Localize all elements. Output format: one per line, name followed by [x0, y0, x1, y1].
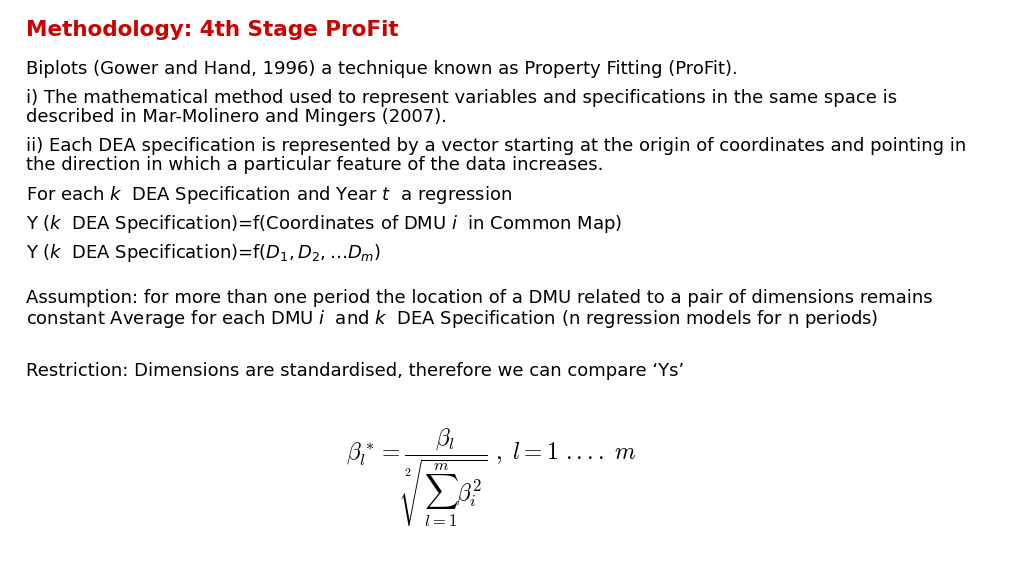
- Text: Biplots (Gower and Hand, 1996) a technique known as Property Fitting (ProFit).: Biplots (Gower and Hand, 1996) a techniq…: [26, 60, 737, 78]
- Text: constant Average for each DMU $i$  and $k$  DEA Specification (n regression mode: constant Average for each DMU $i$ and $k…: [26, 308, 878, 330]
- Text: described in Mar-Molinero and Mingers (2007).: described in Mar-Molinero and Mingers (2…: [26, 108, 446, 126]
- Text: Y ($k$  DEA Specification)=f($D_1, D_2, \ldots D_m$): Y ($k$ DEA Specification)=f($D_1, D_2, \…: [26, 242, 381, 264]
- Text: Assumption: for more than one period the location of a DMU related to a pair of : Assumption: for more than one period the…: [26, 289, 932, 307]
- Text: For each $k$  DEA Specification and Year $t$  a regression: For each $k$ DEA Specification and Year …: [26, 184, 512, 206]
- Text: ii) Each DEA specification is represented by a vector starting at the origin of : ii) Each DEA specification is represente…: [26, 137, 966, 155]
- Text: Restriction: Dimensions are standardised, therefore we can compare ‘Ys’: Restriction: Dimensions are standardised…: [26, 362, 684, 380]
- Text: Methodology: 4th Stage ProFit: Methodology: 4th Stage ProFit: [26, 20, 398, 40]
- Text: Y ($k$  DEA Specification)=f(Coordinates of DMU $i$  in Common Map): Y ($k$ DEA Specification)=f(Coordinates …: [26, 213, 622, 235]
- Text: $\beta_l^* = \dfrac{\beta_l}{\sqrt[2]{\sum_{l=1}^{m} \beta_i^2}}\ ,\ l = 1\ ....: $\beta_l^* = \dfrac{\beta_l}{\sqrt[2]{\s…: [346, 426, 637, 529]
- Text: i) The mathematical method used to represent variables and specifications in the: i) The mathematical method used to repre…: [26, 89, 897, 107]
- Text: the direction in which a particular feature of the data increases.: the direction in which a particular feat…: [26, 156, 603, 174]
